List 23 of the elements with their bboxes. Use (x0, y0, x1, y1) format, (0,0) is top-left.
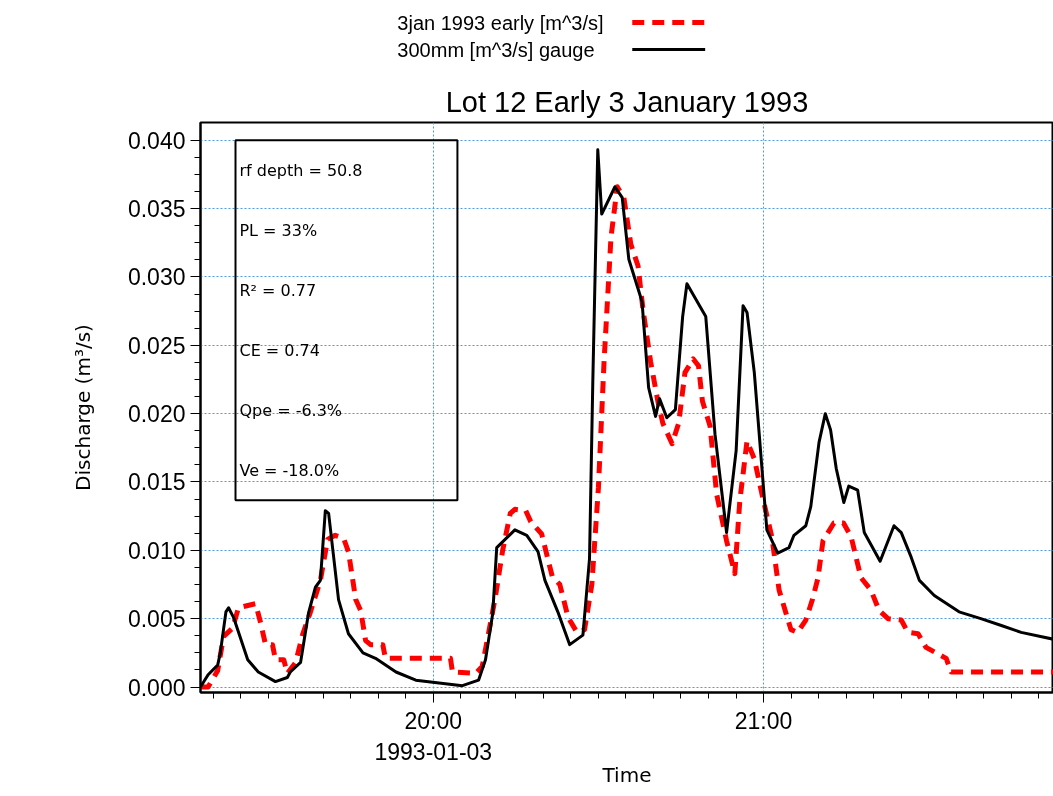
x-tick-label: 21:00 (734, 707, 793, 734)
y-axis-title: Discharge (m³/s) (70, 324, 95, 491)
x-tick-label: 20:00 (404, 707, 463, 734)
y-tick-label: 0.010 (127, 537, 186, 564)
text: 1993-01-03 (374, 738, 493, 765)
annotation: rf depth = 50.8 (239, 160, 363, 180)
y-tick-label: 0.030 (127, 264, 186, 291)
y-tick-label: 0.015 (127, 469, 186, 496)
annotation: Ve = -18.0% (239, 460, 340, 480)
y-tick-label: 0.035 (127, 196, 186, 223)
y-tick-label: 0.020 (127, 401, 186, 428)
y-tick-label: 0.040 (127, 127, 186, 154)
y-tick-label: 0.025 (127, 332, 186, 359)
y-tick-label: 0.000 (127, 674, 186, 701)
y-tick-label: 0.005 (127, 606, 186, 633)
annotation: R² = 0.77 (239, 280, 317, 300)
x-axis-title: Time (601, 762, 652, 787)
annotation: PL = 33% (239, 220, 318, 240)
annotation: CE = 0.74 (239, 340, 320, 360)
chart-title: Lot 12 Early 3 January 1993 (445, 85, 809, 118)
legend-label: 300mm [m^3/s] gauge (397, 38, 595, 61)
annotation: Qpe = -6.3% (239, 400, 343, 420)
legend-label: 3jan 1993 early [m^3/s] (397, 11, 604, 34)
